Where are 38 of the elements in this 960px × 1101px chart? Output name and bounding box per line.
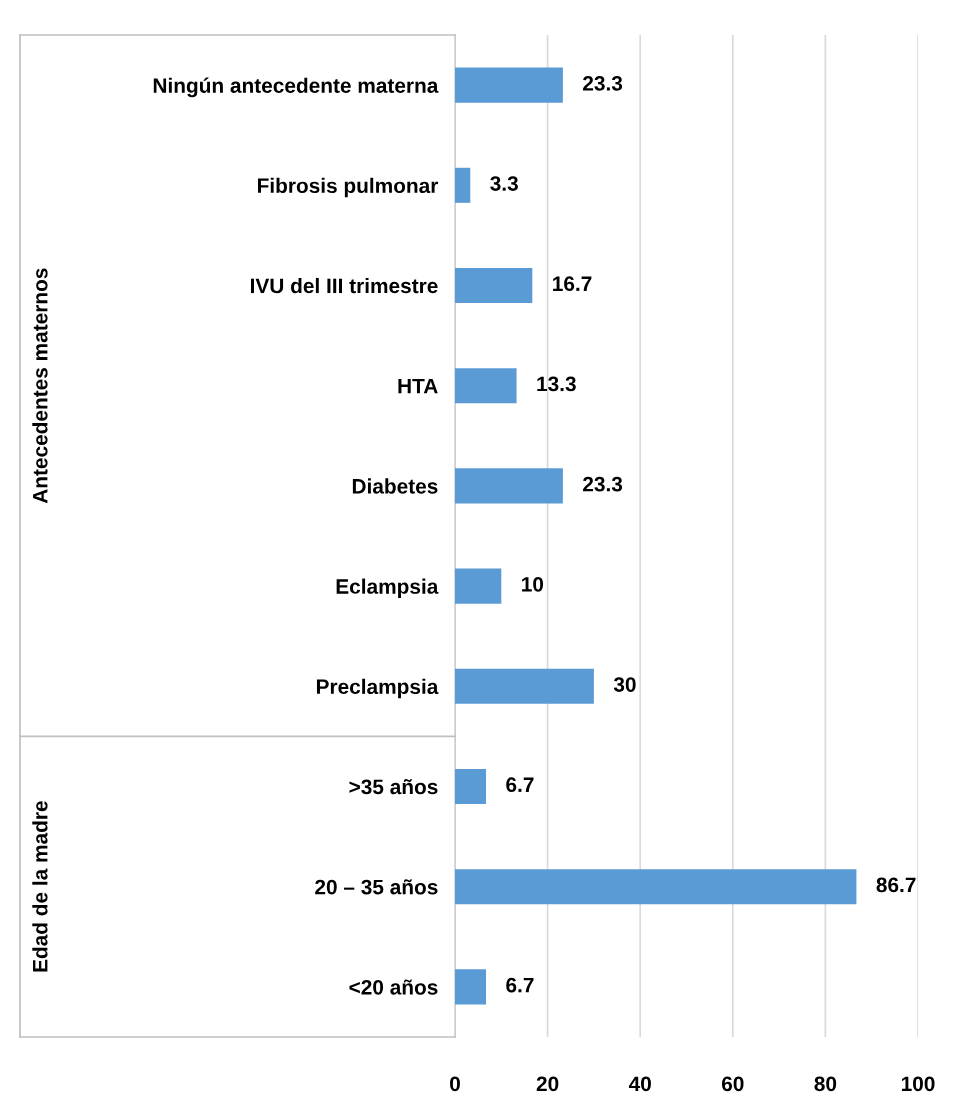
data-label: 6.7 <box>506 777 534 793</box>
y-tick-label: <20 años <box>349 979 438 995</box>
y-tick-label: 20 – 35 años <box>315 879 438 895</box>
y-tick-label: HTA <box>398 378 438 394</box>
y-tick-label: >35 años <box>349 779 438 795</box>
bar <box>455 368 517 404</box>
data-label: 23.3 <box>583 75 623 91</box>
y-tick-label: Diabetes <box>352 478 438 494</box>
data-label: 6.7 <box>506 977 534 993</box>
data-label: 10 <box>522 576 544 592</box>
y-tick-label: Preclampsia <box>316 678 439 699</box>
text: Edad de la madre <box>32 801 48 972</box>
bar <box>455 568 502 604</box>
x-tick-label: 0 <box>450 1076 460 1092</box>
data-label: 30 <box>613 677 636 692</box>
data-label: 16.7 <box>553 276 592 292</box>
x-tick-label: 40 <box>628 1076 651 1092</box>
y-tick-label: Fibrosis pulmonar <box>258 177 439 198</box>
y-tick-label: Ningún antecedente materna <box>153 77 439 98</box>
y-tick-label: IVU del III trimestre <box>251 277 438 294</box>
bar <box>455 67 563 103</box>
data-label: 86.7 <box>876 877 916 893</box>
bar <box>455 267 533 304</box>
data-label: 13.3 <box>537 376 576 392</box>
bar <box>455 768 487 805</box>
data-label: 3.3 <box>490 176 518 191</box>
bar <box>455 167 471 203</box>
x-tick-label: 20 <box>536 1076 559 1092</box>
bar <box>455 668 594 704</box>
x-tick-label: 100 <box>901 1076 935 1092</box>
bar <box>455 869 857 905</box>
text: Antecedentes maternos <box>32 268 48 504</box>
x-tick-label: 60 <box>721 1076 744 1092</box>
bar <box>455 468 563 504</box>
y-tick-label: Eclampsia <box>336 578 439 598</box>
x-tick-label: 80 <box>814 1076 837 1092</box>
data-label: 23.3 <box>583 476 623 492</box>
bar <box>455 969 487 1005</box>
